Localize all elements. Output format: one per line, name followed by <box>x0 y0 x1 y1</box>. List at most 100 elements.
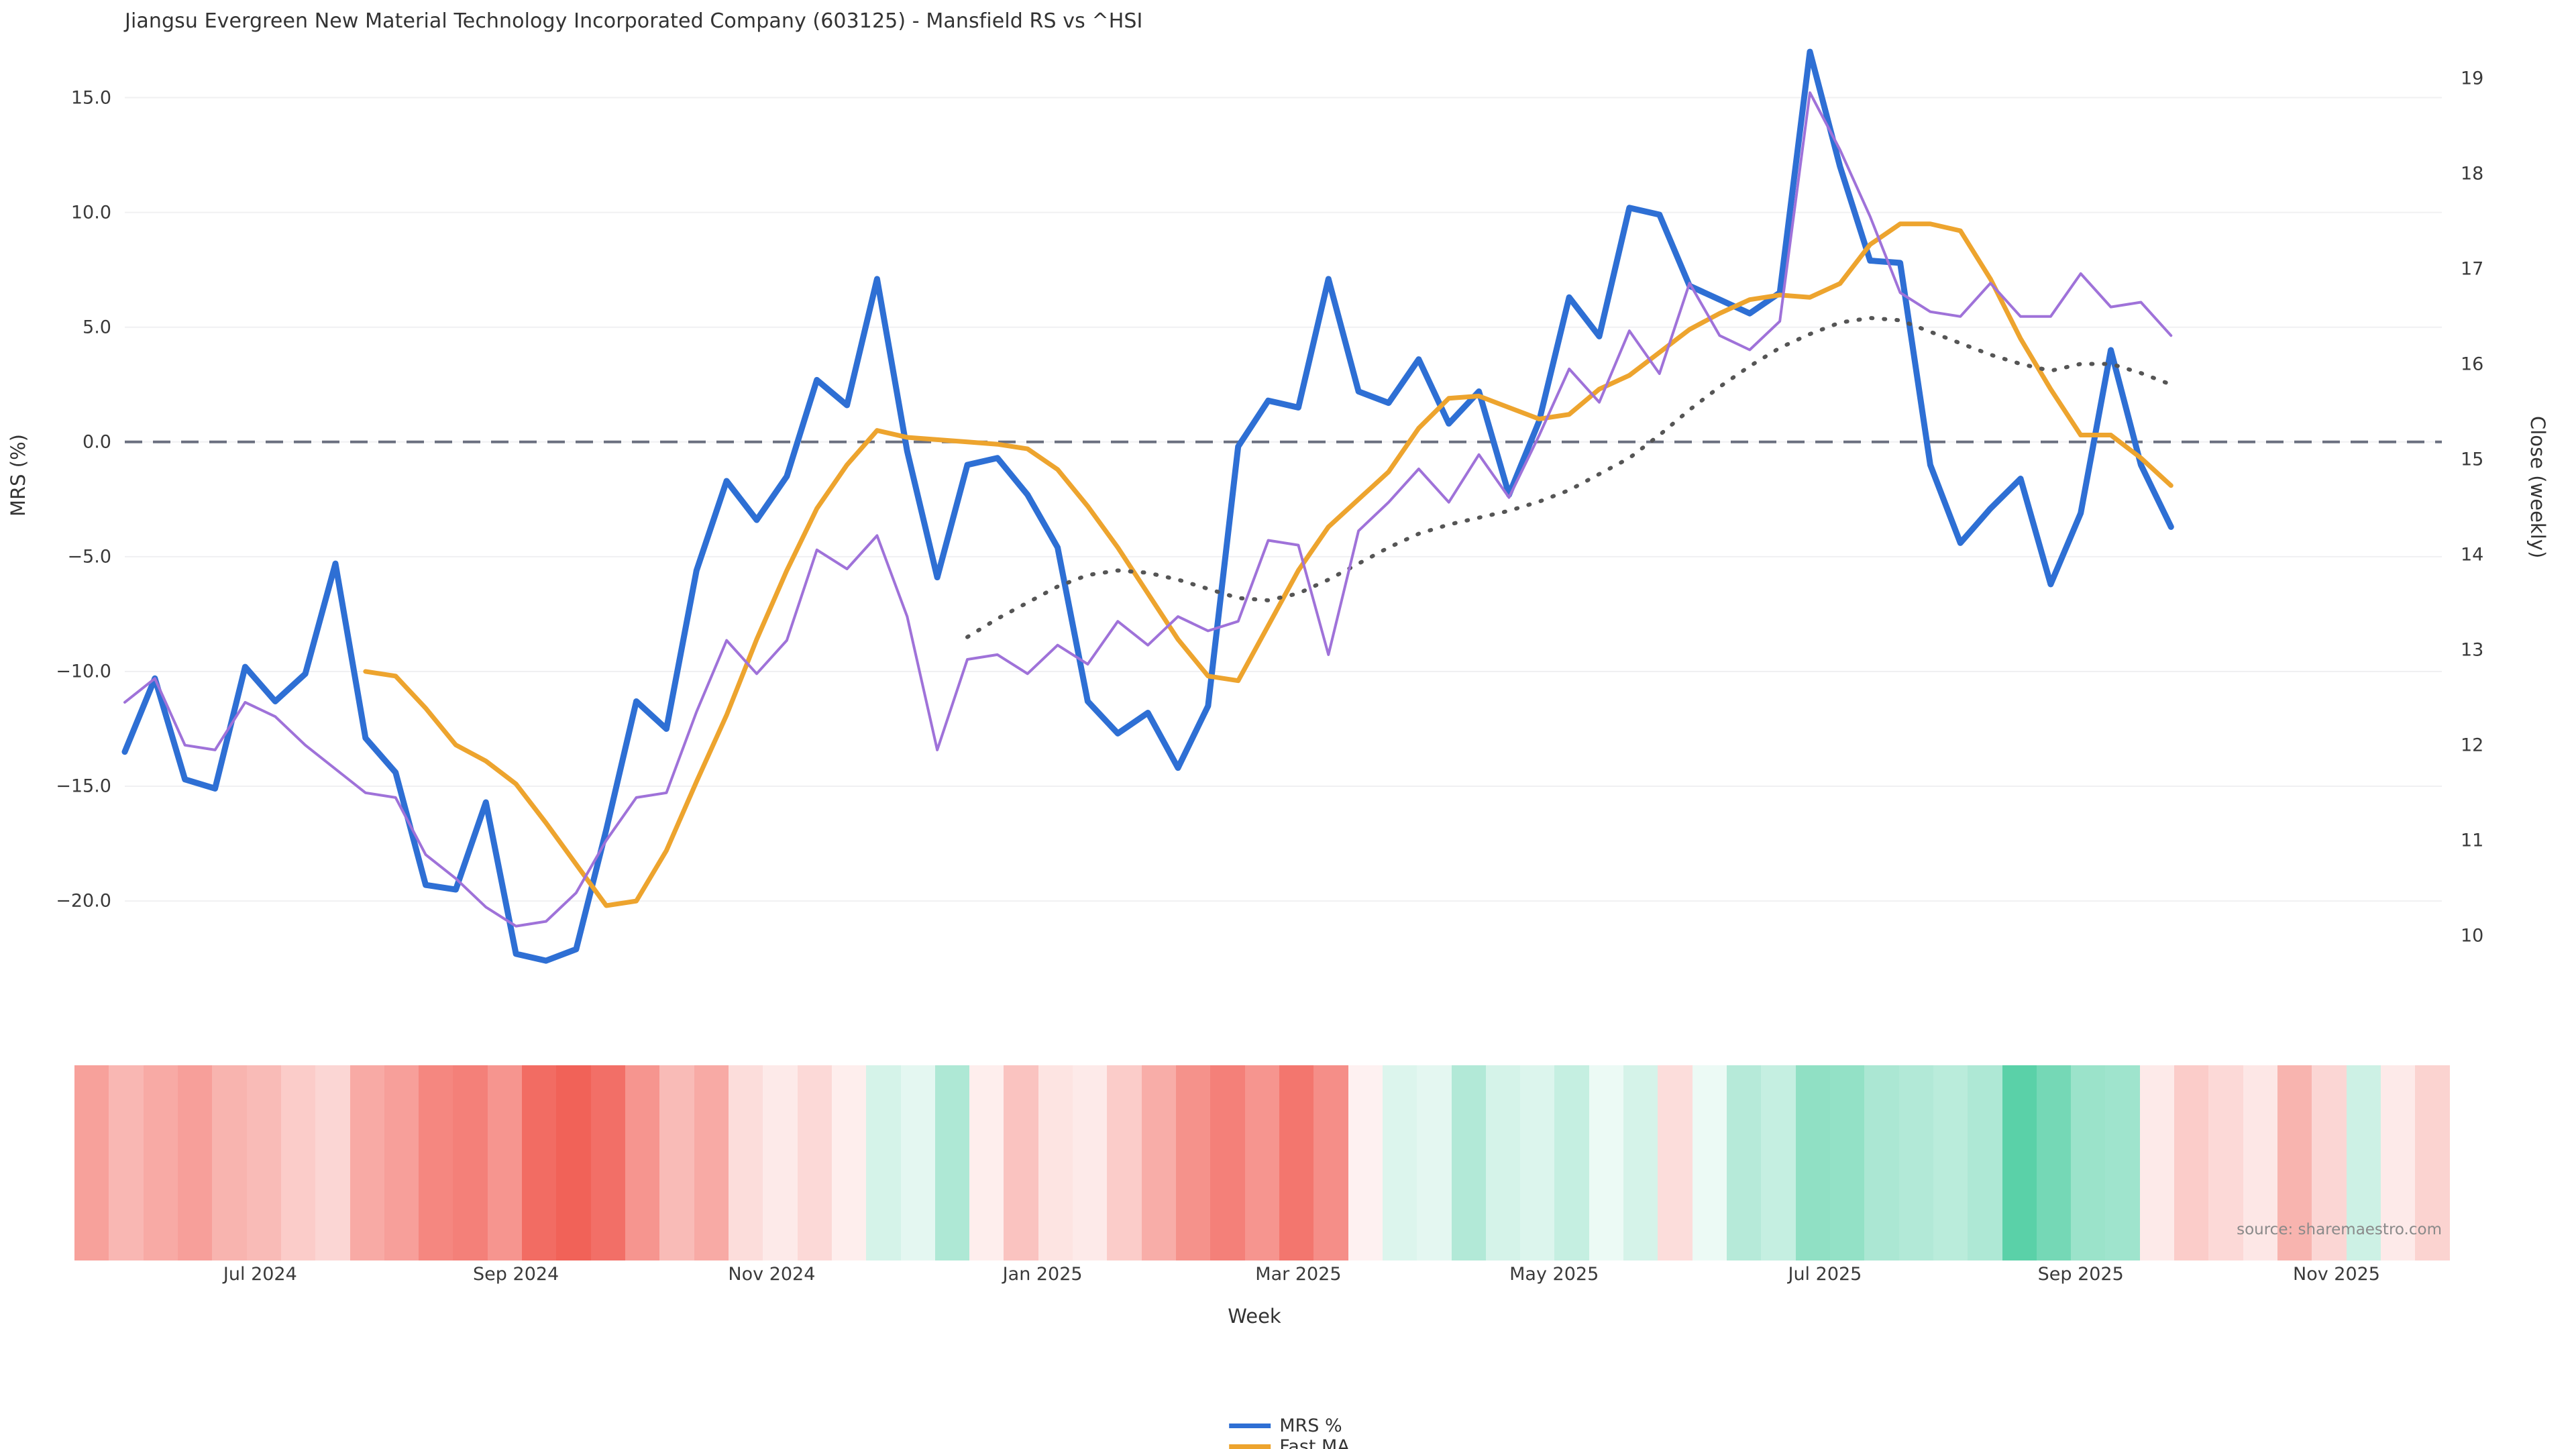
y-axis-left-tick: −10.0 <box>56 661 111 682</box>
legend-item-label: Fast MA <box>1279 1436 1350 1449</box>
x-axis-tick: Nov 2025 <box>2293 1264 2380 1285</box>
heatmap-cell <box>2105 1065 2140 1260</box>
heatmap-cell <box>659 1065 694 1260</box>
heatmap-cell <box>1038 1065 1073 1260</box>
y-axis-right-tick: 13 <box>2461 639 2484 661</box>
heatmap-cell <box>2002 1065 2037 1260</box>
heatmap-cell <box>590 1065 625 1260</box>
heatmap-cell <box>934 1065 970 1260</box>
heatmap-cell <box>2071 1065 2106 1260</box>
source-attribution: source: sharemaestro.com <box>2237 1221 2442 1238</box>
heatmap-cell <box>694 1065 729 1260</box>
heatmap-cell <box>419 1065 453 1260</box>
heatmap-cell <box>1210 1065 1245 1260</box>
heatmap-cell <box>2380 1065 2416 1260</box>
heatmap-cell <box>109 1065 144 1260</box>
heatmap-cell <box>1348 1065 1383 1260</box>
x-axis-tick: Mar 2025 <box>1255 1264 1342 1285</box>
y-axis-right-tick: 19 <box>2461 68 2484 89</box>
heatmap-cell <box>1761 1065 1796 1260</box>
heatmap-cell <box>177 1065 213 1260</box>
x-axis-tick: Jan 2025 <box>1002 1264 1083 1285</box>
y-axis-right-tick: 14 <box>2461 544 2484 566</box>
x-axis-tick: Jul 2024 <box>223 1264 297 1285</box>
legend-item-fast-ma[interactable]: Fast MA <box>1229 1436 1400 1449</box>
heatmap-cell <box>315 1065 350 1260</box>
y-axis-left-tick: −15.0 <box>56 775 111 797</box>
heatmap-cell <box>1968 1065 2002 1260</box>
y-axis-right-tick: 12 <box>2461 735 2484 756</box>
y-axis-left-tick: 15.0 <box>70 87 111 109</box>
heatmap-cell <box>1244 1065 1279 1260</box>
heatmap-cell <box>1520 1065 1555 1260</box>
x-axis-tick: Nov 2024 <box>728 1264 816 1285</box>
heatmap-cell <box>1829 1065 1865 1260</box>
heatmap-cell <box>1623 1065 1658 1260</box>
heatmap-cell <box>1589 1065 1624 1260</box>
series-line-fast-ma <box>363 221 2174 908</box>
heatmap-cell <box>1313 1065 1348 1260</box>
heatmap-cell <box>1898 1065 1933 1260</box>
heatmap-cell <box>2346 1065 2381 1260</box>
x-axis-tick: May 2025 <box>1509 1264 1599 1285</box>
legend-items: MRS %Fast MASlow MAWeekly Close <box>1229 1415 1420 1449</box>
heatmap-cell <box>556 1065 591 1260</box>
y-axis-left-tick: 0.0 <box>83 431 111 453</box>
heatmap-cell <box>866 1065 901 1260</box>
heatmap-cell <box>1004 1065 1038 1260</box>
heatmap-cell <box>143 1065 178 1260</box>
heatmap-cell <box>2208 1065 2243 1260</box>
heatmap-cell <box>728 1065 763 1260</box>
heatmap-cell <box>2312 1065 2347 1260</box>
heatmap-cell <box>246 1065 281 1260</box>
heatmap-cell <box>522 1065 557 1260</box>
y-axis-left-title: MRS (%) <box>7 434 30 517</box>
heatmap-cell <box>487 1065 523 1260</box>
legend-item-mrs[interactable]: MRS % <box>1229 1415 1400 1436</box>
heatmap-cell <box>453 1065 488 1260</box>
heatmap-cell <box>2036 1065 2072 1260</box>
heatmap-cell <box>1279 1065 1314 1260</box>
heatmap-cell <box>1795 1065 1830 1260</box>
heatmap-cell <box>1107 1065 1142 1260</box>
series-line-slow-ma <box>965 316 2174 639</box>
heatmap-cell <box>2139 1065 2175 1260</box>
heatmap-cell <box>1176 1065 1211 1260</box>
heatmap-cell <box>1933 1065 1968 1260</box>
x-axis-tick: Sep 2025 <box>2037 1264 2124 1285</box>
y-axis-right-title: Close (weekly) <box>2526 416 2549 559</box>
series-line-weekly-close <box>123 91 2173 928</box>
heatmap-cell <box>1658 1065 1693 1260</box>
series-line-mrs <box>121 48 2174 964</box>
heatmap-cell <box>280 1065 316 1260</box>
x-axis-tick: Jul 2025 <box>1788 1264 1862 1285</box>
heatmap-cell <box>763 1065 798 1260</box>
legend-item-label: MRS % <box>1279 1415 1342 1436</box>
heatmap-cell <box>831 1065 867 1260</box>
heatmap-cell <box>1451 1065 1486 1260</box>
heatmap-cell <box>1692 1065 1727 1260</box>
y-axis-left-tick: −20.0 <box>56 890 111 912</box>
x-axis-title: Week <box>1228 1305 1281 1328</box>
heatmap-cell <box>1382 1065 1417 1260</box>
heatmap-cell <box>1554 1065 1589 1260</box>
heatmap-cell <box>2277 1065 2312 1260</box>
y-axis-left-tick: 10.0 <box>70 202 111 223</box>
legend-line-icon <box>1229 1424 1271 1428</box>
heatmap-cell <box>1864 1065 1899 1260</box>
heatmap-cell <box>625 1065 660 1260</box>
legend-line-icon <box>1229 1444 1271 1449</box>
heatmap-cell <box>797 1065 832 1260</box>
chart-legend: Series MRS %Fast MASlow MAWeekly Close <box>1156 1415 1420 1449</box>
heatmap-cell <box>969 1065 1004 1260</box>
x-axis-tick: Sep 2024 <box>473 1264 559 1285</box>
heatmap-cell <box>384 1065 419 1260</box>
y-axis-right-tick: 17 <box>2461 258 2484 280</box>
heatmap-cell <box>1073 1065 1108 1260</box>
heatmap-cell <box>1141 1065 1176 1260</box>
y-axis-right-tick: 15 <box>2461 449 2484 470</box>
y-axis-right-tick: 16 <box>2461 354 2484 375</box>
heatmap-cell <box>74 1065 109 1260</box>
